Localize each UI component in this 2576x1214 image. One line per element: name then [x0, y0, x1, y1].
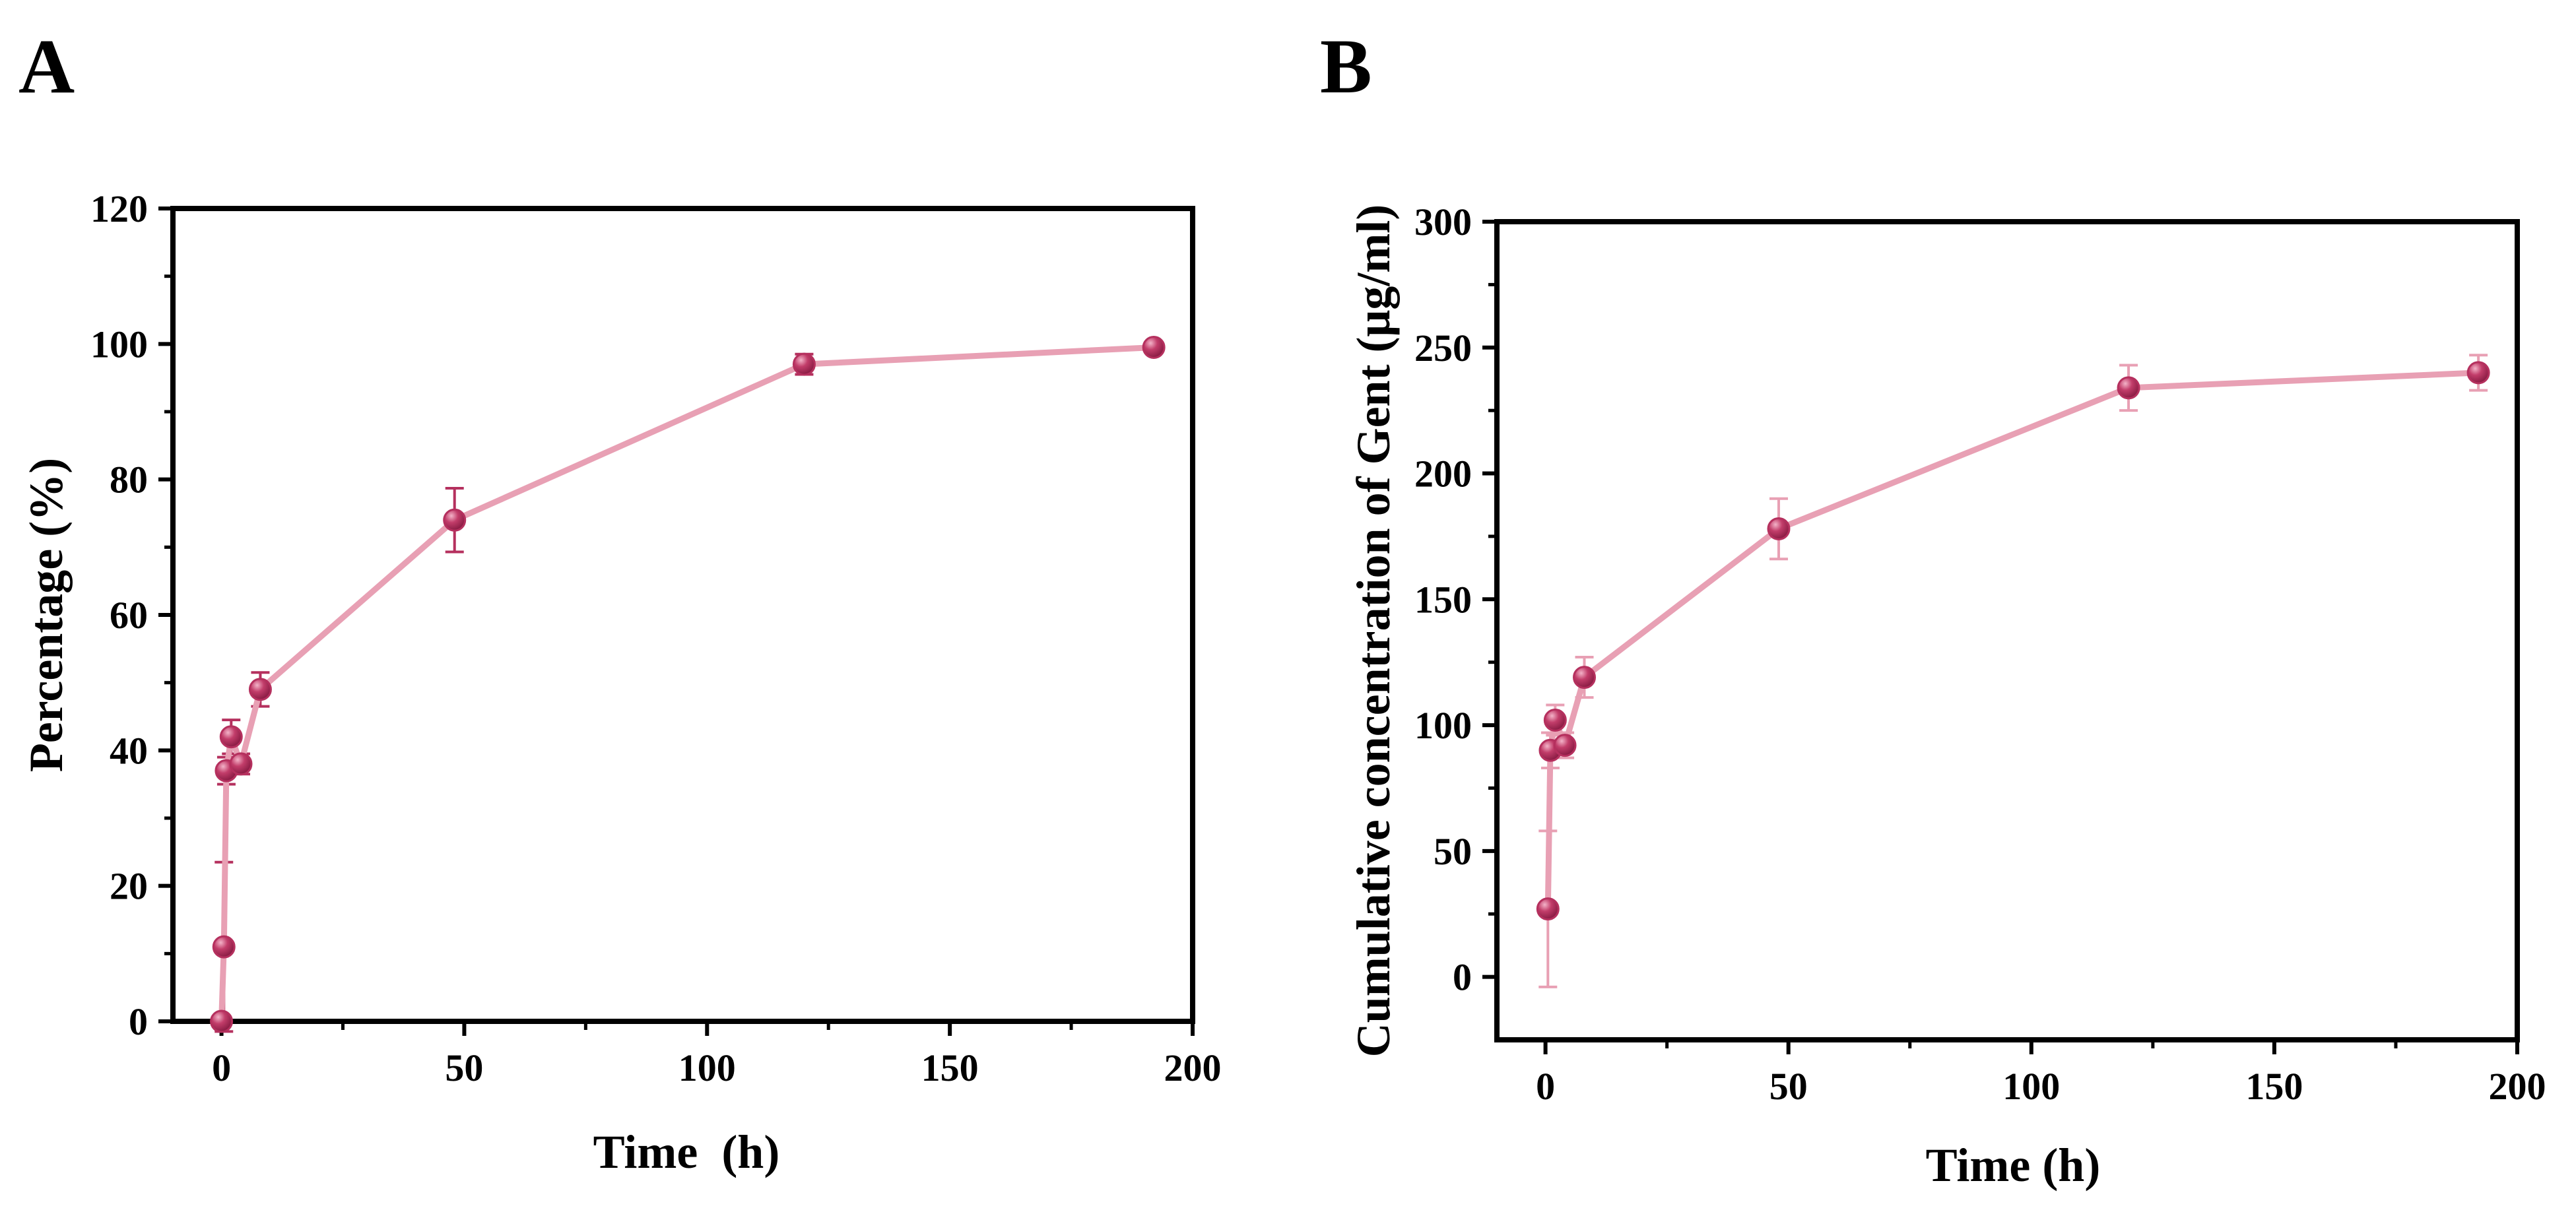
y-tick-label-a: 0 [129, 1000, 148, 1043]
y-tick-label-b: 50 [1434, 830, 1472, 873]
data-point-b [1767, 517, 1791, 540]
x-tick-label-a: 50 [445, 1046, 483, 1089]
y-axis-label-b: Cumulative concentration of Gent (μg/ml) [1347, 205, 1400, 1058]
x-tick-label-a: 100 [678, 1046, 736, 1089]
x-tick-label-a: 150 [921, 1046, 979, 1089]
y-tick-label-b: 250 [1414, 327, 1472, 369]
y-tick-label-b: 200 [1414, 453, 1472, 495]
error-bars-a [215, 340, 1164, 1033]
error-bars-b [1538, 354, 2488, 988]
y-tick-label-b: 300 [1414, 201, 1472, 243]
plot-frame-b [1494, 219, 2520, 1042]
data-point-b [2466, 361, 2490, 385]
y-tick-label-b: 100 [1414, 704, 1472, 747]
y-tick-label-b: 150 [1414, 578, 1472, 621]
x-tick-label-b: 200 [2489, 1065, 2546, 1108]
y-tick-label-a: 120 [90, 187, 148, 230]
series-line-a [218, 344, 1154, 1022]
data-points-b [1536, 361, 2490, 921]
x-tick-label-a: 0 [212, 1046, 231, 1089]
ticks-a: 0 50 100 150 200 0 20 40 60 80 100 120 [90, 187, 1222, 1089]
data-point-a [219, 725, 243, 749]
data-point-a [212, 935, 236, 959]
y-tick-label-a: 80 [110, 459, 148, 501]
panel-letter-a: A [18, 23, 75, 110]
x-axis-label-a: Time (h) [593, 1126, 780, 1178]
y-tick-label-b: 0 [1453, 956, 1472, 999]
data-point-a [229, 752, 253, 776]
data-points-a [210, 335, 1166, 1033]
ticks-b: 0 50 100 150 200 0 50 100 150 200 250 300 [1414, 201, 2546, 1108]
y-tick-label-a: 60 [110, 594, 148, 637]
x-tick-label-b: 0 [1536, 1065, 1555, 1108]
data-point-b [2117, 376, 2140, 400]
data-point-b [1553, 734, 1577, 757]
data-point-a [210, 1009, 234, 1033]
data-point-b [1543, 708, 1567, 732]
data-point-a [1142, 335, 1166, 359]
data-point-b [1573, 666, 1597, 689]
x-tick-label-b: 150 [2245, 1065, 2303, 1108]
y-tick-label-a: 20 [110, 865, 148, 908]
data-point-a [792, 352, 816, 376]
x-axis-label-b: Time (h) [1926, 1139, 2101, 1192]
data-point-b [1536, 897, 1560, 921]
chart-panel-b: B 0 50 100 150 200 0 50 100 150 200 250 300 Time (h… [1320, 23, 2546, 1192]
y-tick-label-a: 40 [110, 729, 148, 772]
x-tick-label-b: 50 [1769, 1065, 1808, 1108]
series-line-b [1544, 369, 2479, 909]
x-tick-label-b: 100 [2002, 1065, 2060, 1108]
chart-panel-a: A 0 50 100 150 200 0 20 40 60 80 100 120 Time (h) P… [18, 23, 1222, 1178]
data-point-a [443, 508, 467, 532]
plot-frame-a [170, 206, 1195, 1024]
y-tick-label-a: 100 [90, 323, 148, 366]
y-axis-label-a: Percentage (%) [20, 458, 73, 772]
x-tick-label-a: 200 [1164, 1046, 1222, 1089]
data-point-a [248, 678, 272, 701]
panel-letter-b: B [1320, 23, 1372, 110]
